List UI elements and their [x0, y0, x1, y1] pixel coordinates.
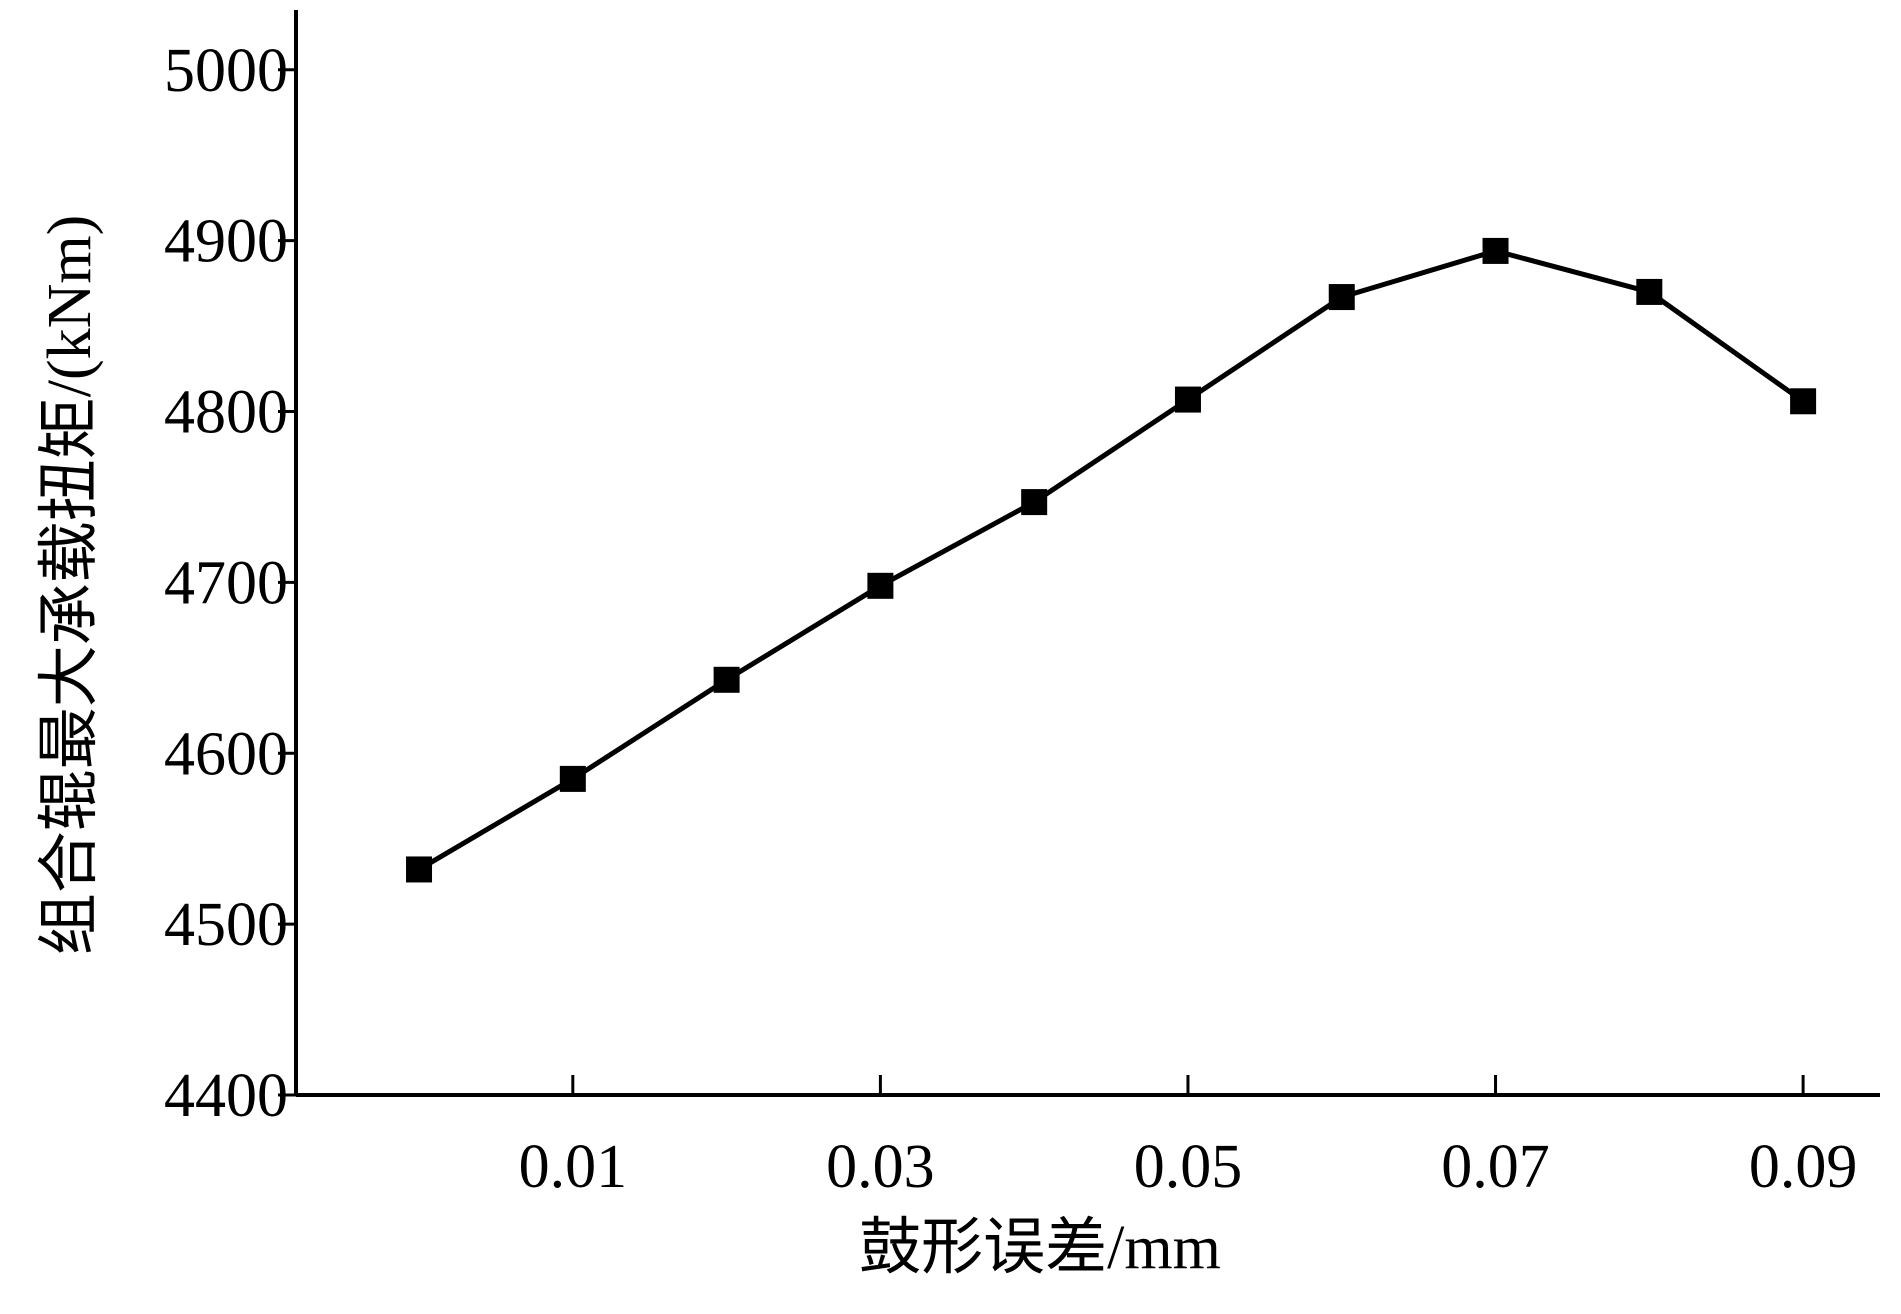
- x-tick-label: 0.09: [1749, 1133, 1858, 1201]
- x-tick-label: 0.01: [519, 1133, 628, 1201]
- x-tick-label: 0.05: [1134, 1133, 1243, 1201]
- y-tick-label: 4900: [164, 208, 288, 276]
- data-point: [1174, 386, 1201, 413]
- y-tick-label: 5000: [164, 37, 288, 105]
- y-tick-label: 4500: [164, 891, 288, 959]
- y-axis-ticks: 4400 4500 4600 4700 4800 4900 5000: [164, 37, 296, 1130]
- data-point: [713, 666, 740, 693]
- data-point: [559, 765, 586, 792]
- y-tick-label: 4400: [164, 1062, 288, 1130]
- data-point: [1482, 237, 1509, 264]
- y-tick-label: 4800: [164, 379, 288, 447]
- x-axis-title: 鼓形误差/mm: [859, 1214, 1221, 1282]
- x-tick-label: 0.07: [1441, 1133, 1550, 1201]
- data-point: [1790, 388, 1817, 415]
- data-point: [1021, 489, 1048, 516]
- data-point: [406, 856, 433, 883]
- x-tick-label: 0.03: [826, 1133, 935, 1201]
- y-axis-title: 组合辊最大承载扭矩/(kNm): [36, 215, 104, 956]
- x-axis-ticks: 0.01 0.03 0.05 0.07 0.09: [519, 1075, 1858, 1201]
- series-line: [417, 248, 1805, 872]
- data-point: [1636, 278, 1663, 305]
- y-tick-label: 4600: [164, 720, 288, 788]
- series-layer: [406, 237, 1817, 883]
- data-point: [867, 572, 894, 599]
- data-point: [1328, 284, 1355, 311]
- y-tick-label: 4700: [164, 549, 288, 617]
